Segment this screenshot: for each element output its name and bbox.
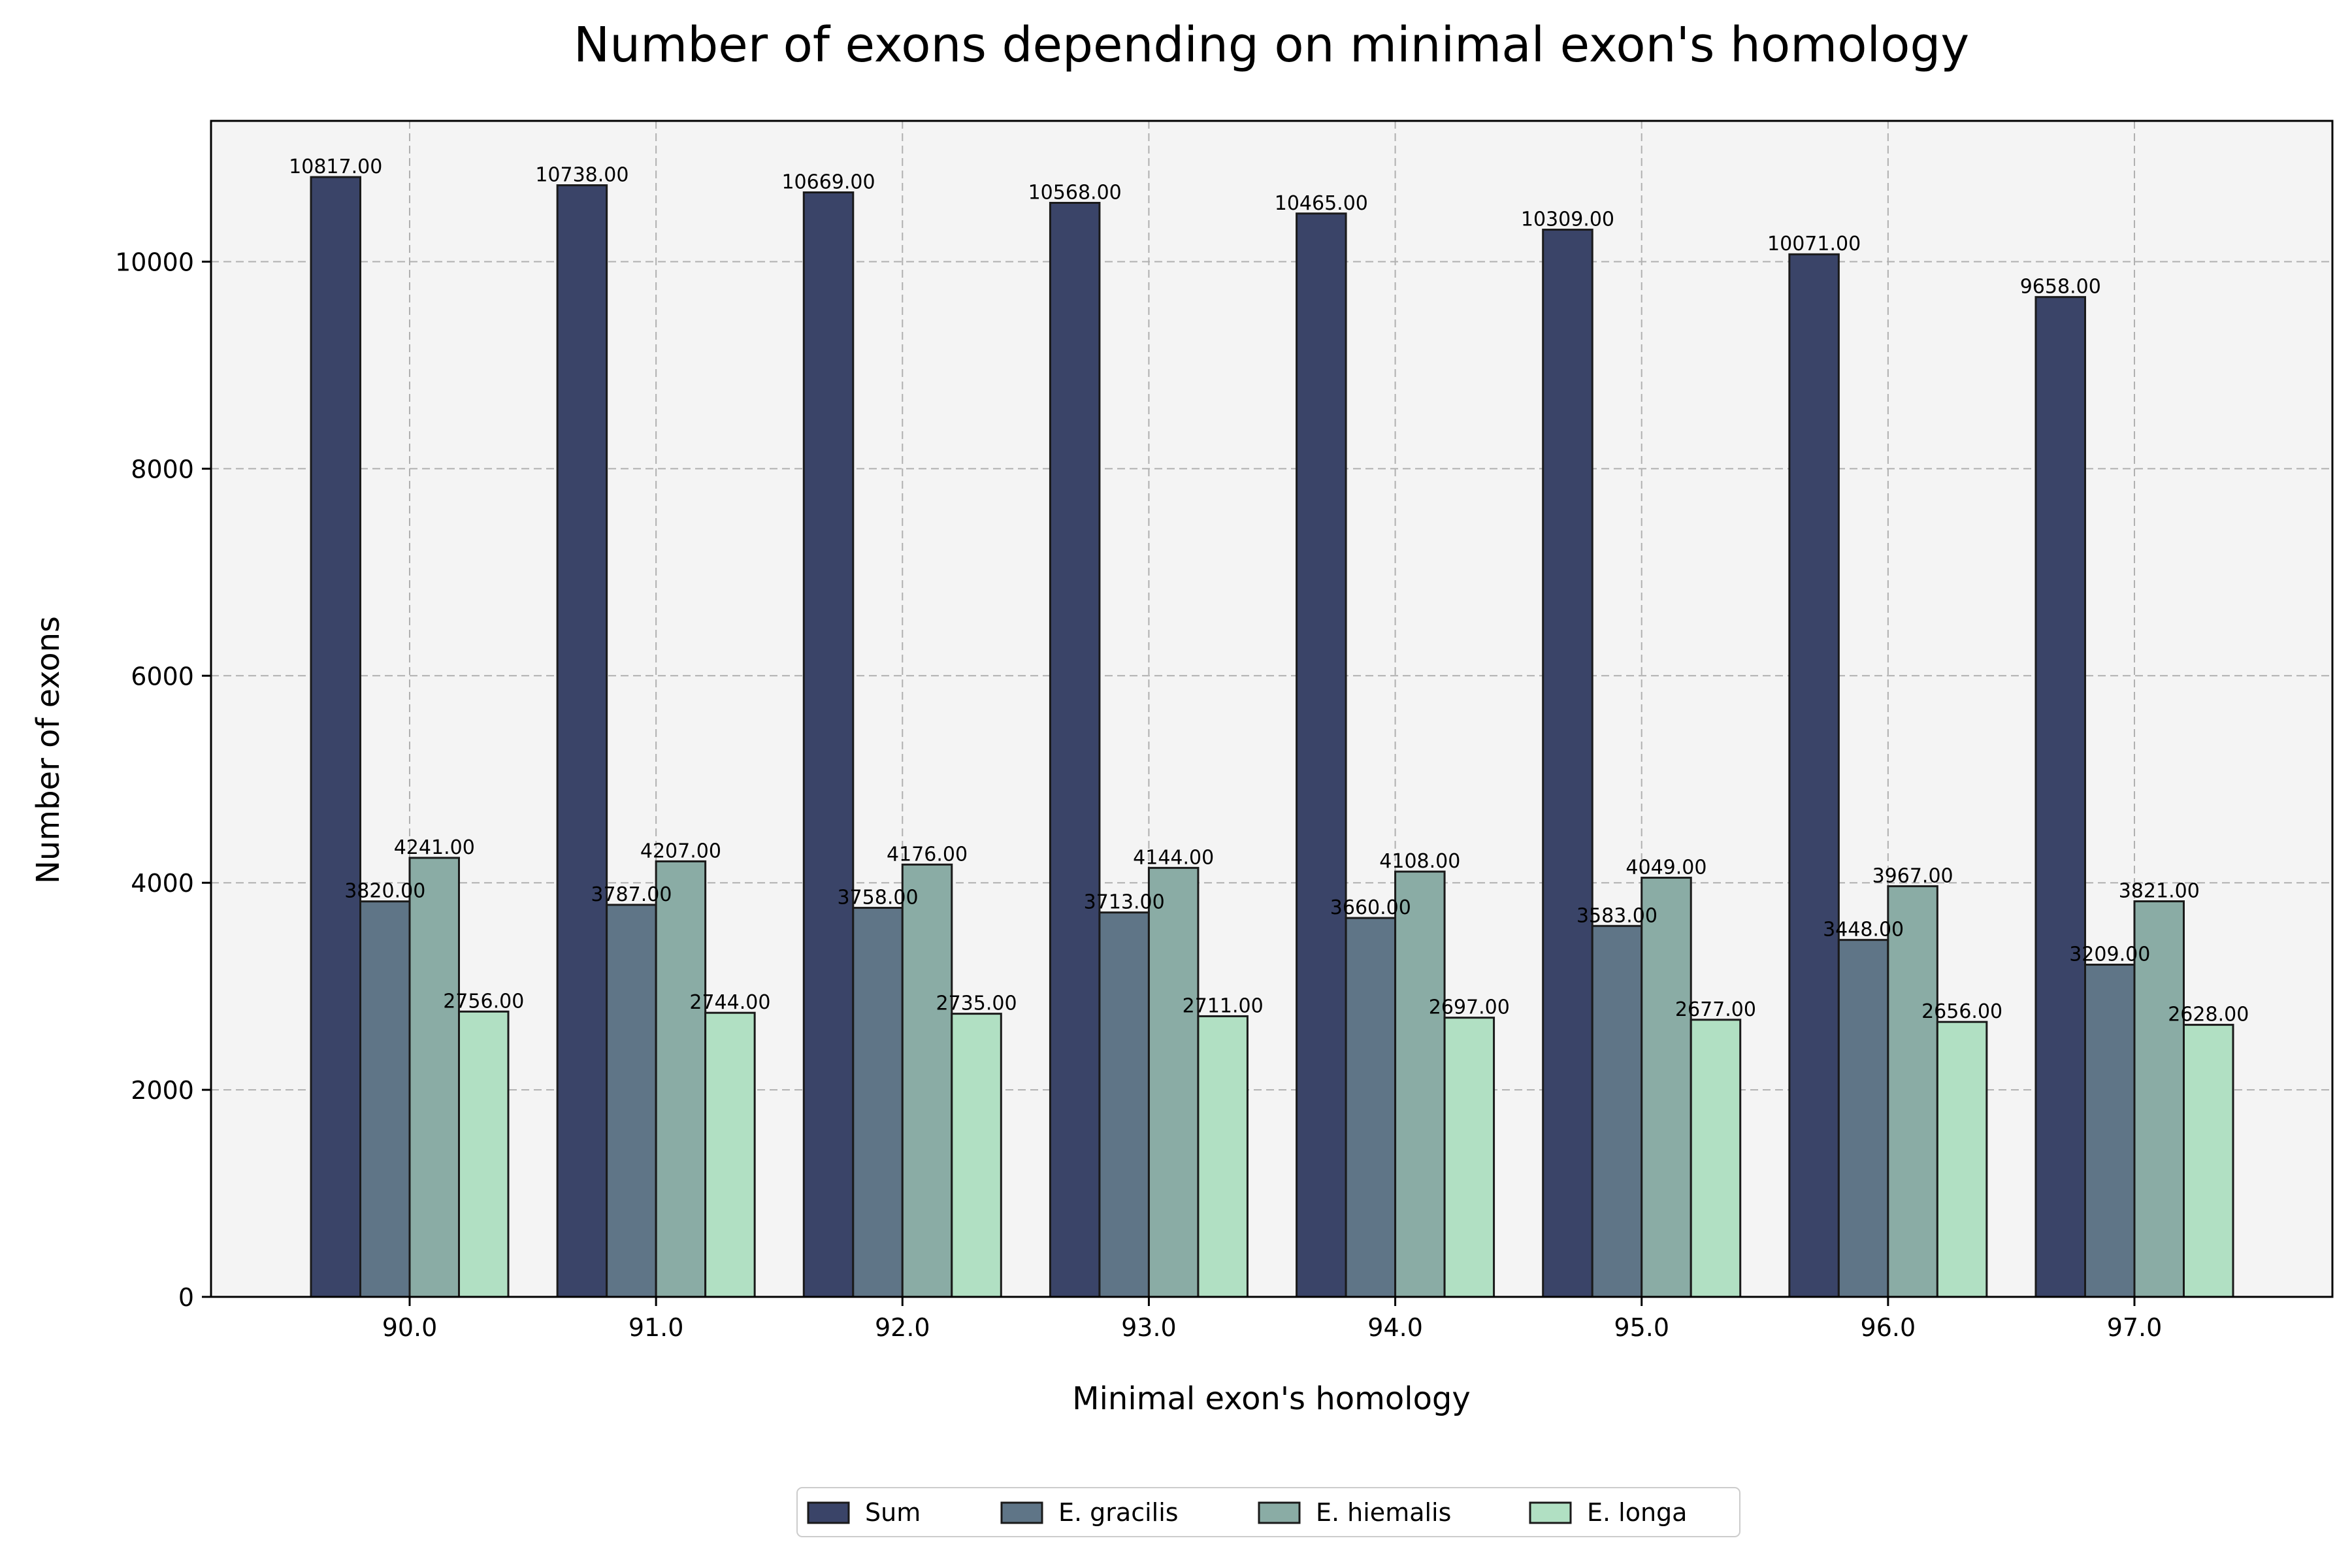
bar-value-label: 2697.00 [1429, 996, 1510, 1019]
x-tick-label: 93.0 [1121, 1313, 1177, 1342]
bar-e-longa [458, 1010, 510, 1298]
legend-label: E. hiemalis [1316, 1498, 1451, 1527]
bar-e-gracilis [1345, 917, 1397, 1298]
bar-value-label: 4049.00 [1625, 856, 1707, 879]
x-tick-label: 97.0 [2107, 1313, 2163, 1342]
bar-value-label: 3967.00 [1872, 864, 1953, 887]
axes: 0 2000 4000 6000 8000 10000 90.0 91.0 92.0 93.0 94… [115, 248, 2162, 1342]
bar-value-label: 4207.00 [640, 840, 721, 862]
bar-e-hiemalis [901, 863, 953, 1298]
y-tick-label: 10000 [115, 248, 194, 276]
bar-value-label: 10071.00 [1767, 233, 1861, 255]
y-tick-label: 0 [178, 1283, 194, 1312]
bar-value-label: 3660.00 [1330, 896, 1411, 919]
x-tick-label: 95.0 [1614, 1313, 1669, 1342]
legend: Sum E. gracilis E. hiemalis E. longa [796, 1487, 1740, 1537]
bar-value-label: 3583.00 [1576, 904, 1658, 927]
bar-value-label: 2711.00 [1183, 994, 1264, 1017]
bar-value-label: 3758.00 [838, 887, 919, 909]
bar-e-longa [2183, 1024, 2234, 1298]
bar-sum [1542, 229, 1593, 1298]
bar-value-label: 10738.00 [535, 164, 629, 187]
bar-sum [1788, 253, 1840, 1298]
y-tick-label: 8000 [131, 455, 194, 483]
bar-value-label: 3787.00 [591, 883, 672, 906]
bar-value-label: 9658.00 [2020, 276, 2101, 299]
bar-e-hiemalis [1147, 866, 1200, 1298]
bar-value-label: 4241.00 [394, 836, 475, 859]
bar-value-label: 3713.00 [1084, 891, 1165, 914]
bar-e-longa [1197, 1015, 1249, 1298]
bar-value-label: 10817.00 [289, 155, 382, 178]
y-tick-label: 6000 [131, 662, 194, 691]
bar-value-label: 4144.00 [1133, 846, 1214, 869]
bar-value-label: 3821.00 [2119, 880, 2200, 903]
legend-swatch [1258, 1501, 1301, 1524]
bar-sum [802, 191, 855, 1298]
bar-e-gracilis [852, 907, 904, 1298]
bar-value-label: 10465.00 [1275, 192, 1368, 215]
bar-e-longa [704, 1011, 756, 1298]
bar-sum [310, 176, 361, 1298]
bar-e-hiemalis [655, 860, 707, 1298]
bar-value-label: 10309.00 [1521, 208, 1614, 231]
legend-swatch [1000, 1501, 1043, 1524]
bar-e-gracilis [1837, 939, 1889, 1298]
bar-value-label: 3209.00 [2069, 943, 2150, 966]
bar-e-gracilis [606, 904, 657, 1298]
bar-e-hiemalis [2133, 900, 2185, 1298]
legend-swatch [1529, 1501, 1572, 1524]
legend-swatch [807, 1501, 850, 1524]
bar-sum [1296, 212, 1347, 1298]
x-tick-label: 96.0 [1861, 1313, 1916, 1342]
x-tick-label: 90.0 [382, 1313, 438, 1342]
bar-value-label: 2756.00 [443, 990, 524, 1013]
bar-value-label: 4176.00 [887, 843, 968, 866]
bar-value-label: 4108.00 [1379, 850, 1460, 873]
bars [310, 176, 2234, 1298]
bar-value-label: 3820.00 [344, 880, 425, 903]
bar-e-longa [1936, 1021, 1988, 1298]
bar-value-label: 2656.00 [1921, 1000, 2002, 1023]
bar-sum [2034, 296, 2086, 1298]
y-tick-label: 4000 [131, 869, 194, 898]
bar-e-hiemalis [1887, 885, 1938, 1298]
bar-e-hiemalis [1641, 876, 1692, 1298]
bar-value-label: 3448.00 [1823, 919, 1904, 941]
y-tick-label: 2000 [131, 1076, 194, 1105]
legend-label: E. longa [1587, 1498, 1687, 1527]
bar-value-label: 2677.00 [1675, 998, 1756, 1021]
bar-sum [1049, 201, 1101, 1298]
x-tick-label: 92.0 [875, 1313, 930, 1342]
y-axis-label: Number of exons [30, 616, 67, 884]
bar-e-gracilis [359, 900, 411, 1298]
bar-sum [556, 184, 608, 1298]
bar-value-label: 2735.00 [936, 992, 1017, 1015]
bar-e-longa [951, 1013, 1002, 1298]
x-tick-label: 94.0 [1367, 1313, 1423, 1342]
bar-value-label: 2744.00 [689, 991, 770, 1014]
chart-title: Number of exons depending on minimal exo… [574, 17, 1969, 73]
plot-area [211, 121, 2332, 1297]
bar-value-label: 2628.00 [2168, 1004, 2249, 1026]
bar-e-longa [1690, 1019, 1742, 1298]
bar-e-hiemalis [1394, 870, 1446, 1298]
bar-value-label: 10669.00 [781, 171, 875, 193]
plot-frame [210, 120, 2334, 1298]
legend-label: Sum [865, 1498, 921, 1527]
bar-e-hiemalis [408, 857, 460, 1298]
value-labels: 10817.00 10738.00 10669.00 10568.00 10465.00… [289, 155, 2249, 1026]
bar-e-gracilis [1591, 924, 1643, 1298]
bar-e-gracilis [1098, 911, 1150, 1298]
bar-value-label: 10568.00 [1028, 181, 1122, 204]
legend-label: E. gracilis [1058, 1498, 1179, 1527]
x-axis-label: Minimal exon's homology [1072, 1380, 1471, 1417]
bar-e-gracilis [2084, 964, 2136, 1298]
bar-e-longa [1443, 1017, 1495, 1298]
x-tick-label: 91.0 [629, 1313, 684, 1342]
